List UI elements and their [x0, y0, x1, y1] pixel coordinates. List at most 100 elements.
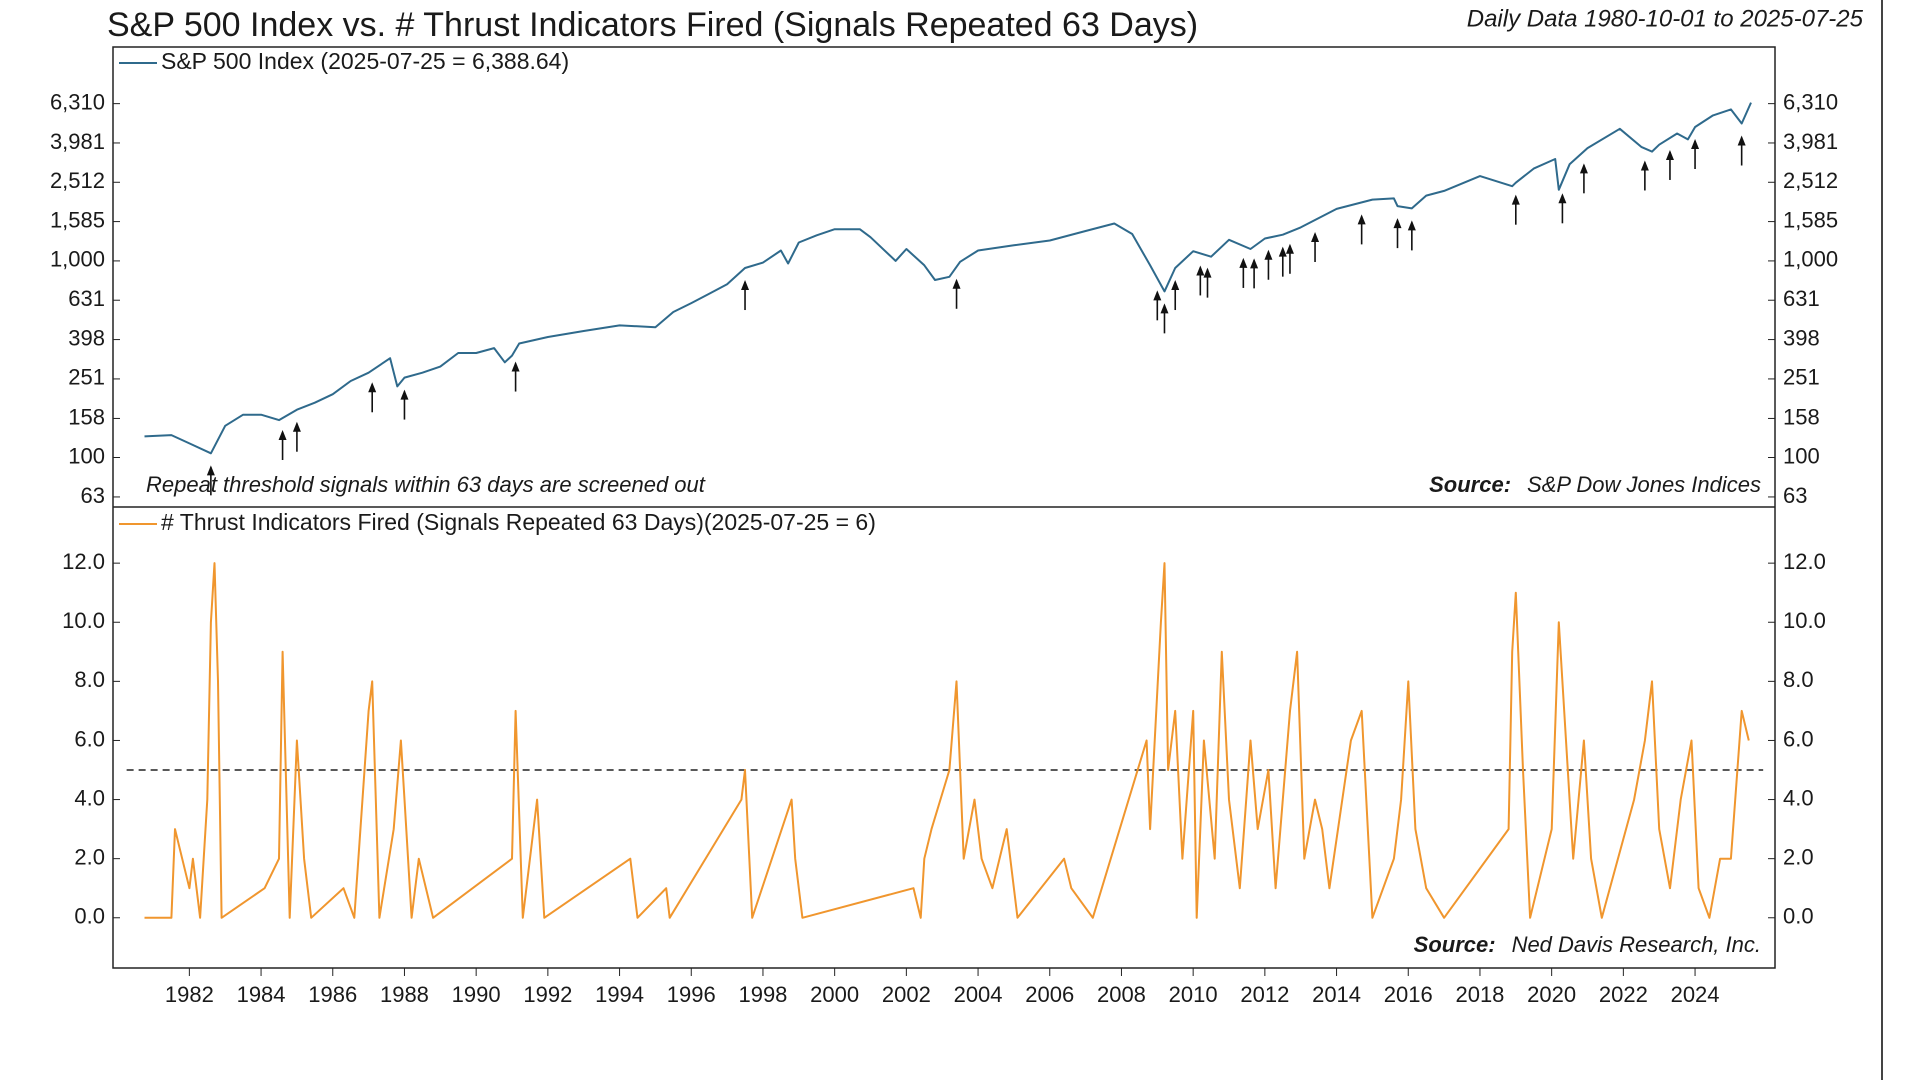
signal-arrow-head [952, 278, 961, 289]
signal-arrow-head [1665, 149, 1674, 160]
y-tick-label-right: 251 [1783, 365, 1820, 390]
x-tick-label: 1988 [380, 982, 429, 1007]
signal-arrow-head [1737, 135, 1746, 146]
legend-label: S&P 500 Index (2025-07-25 = 6,388.64) [161, 48, 569, 74]
y-tick-label: 3,981 [50, 129, 105, 154]
signal-arrow-head [1579, 163, 1588, 174]
signal-arrow [1264, 249, 1273, 280]
signal-arrow [1285, 243, 1294, 274]
signal-arrow-head [400, 389, 409, 400]
x-tick-label: 1990 [452, 982, 501, 1007]
y-tick-label: 158 [68, 404, 105, 429]
y-tick-label-right: 158 [1783, 404, 1820, 429]
signal-arrow [1250, 258, 1259, 289]
y-tick-label: 251 [68, 365, 105, 390]
x-tick-label: 2000 [810, 982, 859, 1007]
signal-arrow-head [368, 382, 377, 393]
x-tick-label: 2012 [1240, 982, 1289, 1007]
y-tick-label-right: 63 [1783, 483, 1807, 508]
signal-arrow-head [1407, 220, 1416, 231]
signal-arrow-head [1264, 249, 1273, 260]
signal-arrow [1239, 257, 1248, 288]
source-note: Source: Ned Davis Research, Inc. [1414, 932, 1761, 957]
signal-arrow-head [1393, 218, 1402, 229]
signal-arrow [1153, 290, 1162, 321]
source-label: Source: [1429, 472, 1511, 497]
x-tick-label: 2020 [1527, 982, 1576, 1007]
signal-arrow [741, 280, 750, 311]
signal-arrow-head [1171, 280, 1180, 291]
source-note: Source: S&P Dow Jones Indices [1429, 472, 1761, 497]
signal-arrow-head [511, 361, 520, 372]
signal-arrow-head [1311, 232, 1320, 243]
signal-arrow [1691, 138, 1700, 169]
y-tick-label-right: 4.0 [1783, 785, 1814, 810]
signal-arrow-head [278, 430, 287, 441]
signal-arrow-head [1278, 246, 1287, 257]
signal-arrow [1665, 149, 1674, 180]
signal-arrow [1357, 214, 1366, 245]
signal-arrow [1311, 232, 1320, 263]
signal-arrow [1579, 163, 1588, 194]
signal-arrow [292, 421, 301, 452]
signal-arrow-head [1153, 290, 1162, 301]
chart-subtitle: Daily Data 1980-10-01 to 2025-07-25 [1467, 5, 1864, 32]
y-tick-label-right: 1,585 [1783, 207, 1838, 232]
signal-arrow-head [1357, 214, 1366, 225]
signal-arrow [1407, 220, 1416, 251]
x-tick-label: 2024 [1671, 982, 1720, 1007]
y-tick-label: 2.0 [74, 844, 105, 869]
y-tick-label-right: 0.0 [1783, 904, 1814, 929]
y-tick-label-right: 2,512 [1783, 168, 1838, 193]
signal-arrow-head [292, 421, 301, 432]
series-line [144, 102, 1752, 455]
x-tick-label: 1998 [738, 982, 787, 1007]
source-label: Source: [1414, 932, 1496, 957]
x-tick-label: 2018 [1455, 982, 1504, 1007]
y-tick-label-right: 10.0 [1783, 608, 1826, 633]
signal-arrow [1640, 160, 1649, 191]
y-tick-label: 398 [68, 325, 105, 350]
y-tick-label: 10.0 [62, 608, 105, 633]
y-tick-label: 100 [68, 443, 105, 468]
series-line [144, 562, 1750, 919]
signal-arrow [206, 465, 215, 496]
y-tick-label-right: 3,981 [1783, 129, 1838, 154]
x-tick-label: 1994 [595, 982, 644, 1007]
y-tick-label-right: 6.0 [1783, 726, 1814, 751]
signal-arrow [1203, 267, 1212, 298]
signal-arrow [368, 382, 377, 413]
y-tick-label: 631 [68, 286, 105, 311]
x-tick-label: 2022 [1599, 982, 1648, 1007]
signal-arrow [400, 389, 409, 420]
x-tick-label: 1996 [667, 982, 716, 1007]
annotation: Repeat threshold signals within 63 days … [146, 472, 706, 497]
signal-arrow-head [1160, 303, 1169, 314]
signal-arrow [1558, 193, 1567, 224]
signal-arrow-head [741, 280, 750, 291]
signal-arrow-head [1285, 243, 1294, 254]
y-tick-label: 1,000 [50, 247, 105, 272]
y-tick-label-right: 100 [1783, 443, 1820, 468]
x-tick-label: 2008 [1097, 982, 1146, 1007]
x-tick-label: 1992 [523, 982, 572, 1007]
signal-arrow-head [1196, 265, 1205, 276]
y-tick-label: 4.0 [74, 785, 105, 810]
signal-arrow-head [206, 465, 215, 476]
chart-title: S&P 500 Index vs. # Thrust Indicators Fi… [107, 6, 1198, 44]
x-tick-label: 2006 [1025, 982, 1074, 1007]
signal-arrow [1171, 280, 1180, 311]
x-tick-label: 1984 [237, 982, 286, 1007]
source-name: S&P Dow Jones Indices [1527, 472, 1761, 497]
x-tick-label: 2002 [882, 982, 931, 1007]
y-tick-label-right: 398 [1783, 325, 1820, 350]
y-tick-label: 12.0 [62, 549, 105, 574]
signal-arrow [1737, 135, 1746, 166]
signal-arrow-head [1640, 160, 1649, 171]
signal-arrow-head [1203, 267, 1212, 278]
signal-arrow [1393, 218, 1402, 249]
signal-arrow-head [1691, 138, 1700, 149]
signal-arrow-head [1511, 194, 1520, 205]
